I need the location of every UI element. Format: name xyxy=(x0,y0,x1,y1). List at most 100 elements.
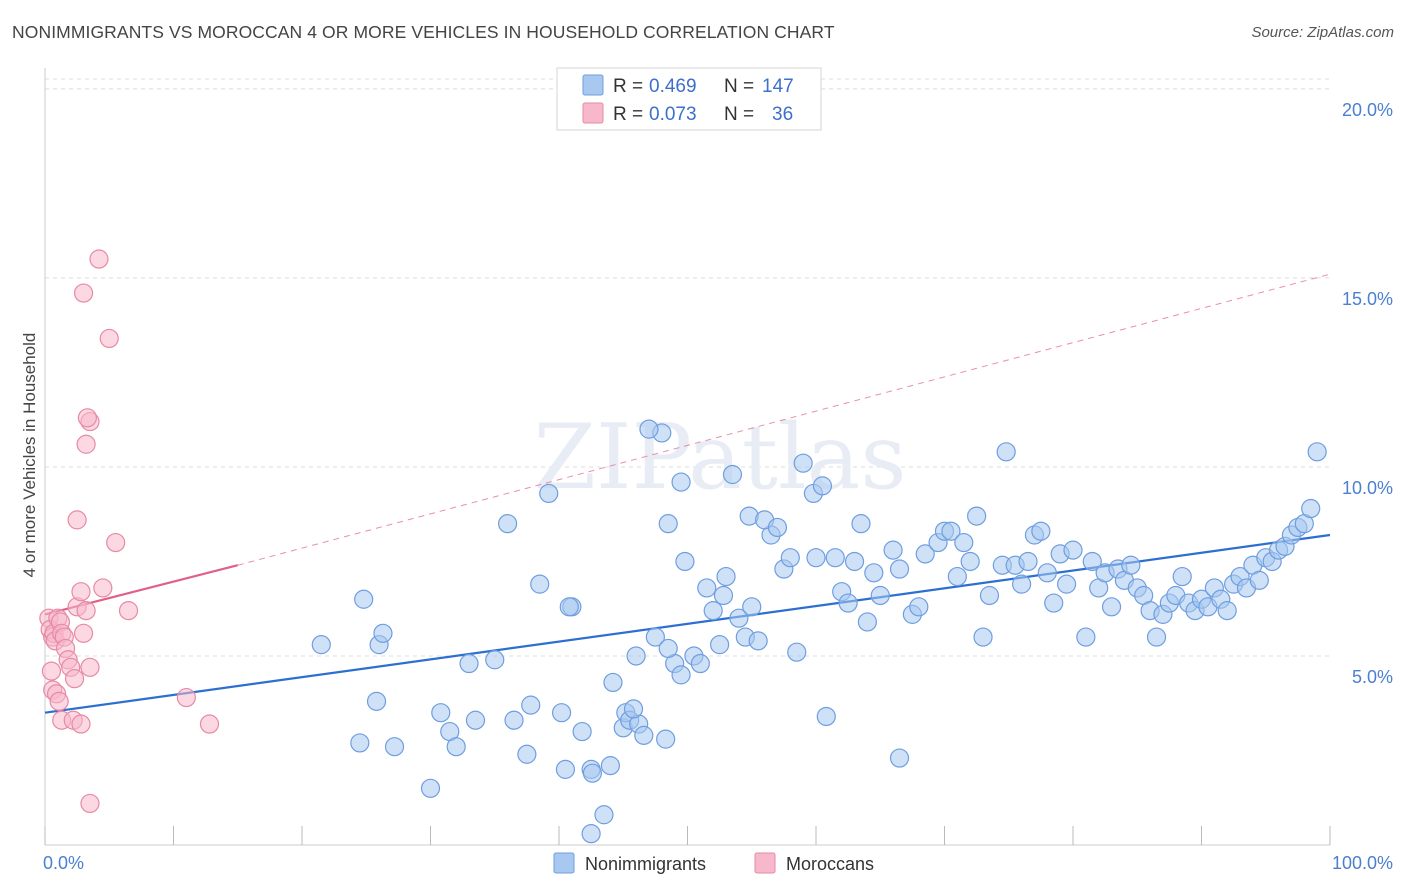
legend-swatch-nonimmigrants xyxy=(582,74,604,96)
nonimmigrant-point xyxy=(1217,601,1237,621)
nonimmigrant-point xyxy=(722,464,743,485)
nonimmigrant-point xyxy=(870,585,890,606)
legend-r-label: R = xyxy=(613,104,643,125)
legend-bottom: Nonimmigrants Moroccans xyxy=(553,852,874,874)
nonimmigrant-point xyxy=(1301,498,1321,519)
nonimmigrant-point xyxy=(581,824,601,844)
nonimmigrant-point xyxy=(656,729,676,749)
legend-n-label: N = xyxy=(724,76,754,97)
nonimmigrant-point xyxy=(960,551,980,572)
nonimmigrant-point xyxy=(459,653,479,674)
nonimmigrant-point xyxy=(1076,627,1096,647)
nonimmigrant-point xyxy=(1121,555,1141,575)
moroccan-point xyxy=(76,601,96,621)
nonimmigrant-point xyxy=(1249,570,1269,590)
nonimmigrant-point xyxy=(973,627,993,647)
nonimmigrant-point xyxy=(626,646,646,666)
nonimmigrant-point xyxy=(1018,551,1038,572)
nonimmigrant-point xyxy=(658,638,678,659)
moroccan-point xyxy=(99,328,119,349)
nonimmigrant-point xyxy=(967,506,987,526)
nonimmigrant-point xyxy=(748,631,768,651)
moroccan-point xyxy=(89,249,109,269)
y-tick-label: 20.0% xyxy=(1342,100,1393,120)
nonimmigrant-point xyxy=(384,737,405,757)
nonimmigrant-point xyxy=(639,419,659,439)
moroccan-point xyxy=(73,623,94,643)
nonimmigrant-point xyxy=(517,744,537,764)
nonimmigrant-point xyxy=(1101,597,1122,617)
nonimmigrant-point xyxy=(729,608,749,628)
y-tick-label: 15.0% xyxy=(1342,289,1393,309)
legend-n-value: 147 xyxy=(762,76,794,97)
chart-title: NONIMMIGRANTS VS MOROCCAN 4 OR MORE VEHI… xyxy=(12,22,835,42)
moroccan-point xyxy=(77,408,98,428)
nonimmigrant-point xyxy=(485,650,505,670)
nonimmigrant-point xyxy=(806,548,826,568)
nonimmigrant-point xyxy=(787,642,807,662)
nonimmigrant-point xyxy=(713,585,734,606)
nonimmigrant-point xyxy=(947,566,967,587)
legend-bottom-label-nonimmigrants: Nonimmigrants xyxy=(585,854,706,874)
nonimmigrant-point xyxy=(1063,540,1083,560)
nonimmigrant-point xyxy=(716,566,736,587)
nonimmigrant-point xyxy=(373,623,393,643)
nonimmigrant-point xyxy=(838,593,858,613)
nonimmigrant-point xyxy=(690,653,710,674)
moroccan-point xyxy=(71,714,91,734)
moroccan-point xyxy=(73,283,94,303)
nonimmigrant-point xyxy=(941,521,961,541)
nonimmigrant-point xyxy=(366,691,387,711)
nonimmigrant-point xyxy=(521,695,541,715)
moroccan-point xyxy=(176,687,196,708)
moroccan-point xyxy=(41,661,62,681)
nonimmigrant-point xyxy=(1037,563,1057,583)
legend-r-value: 0.073 xyxy=(649,104,697,125)
nonimmigrant-point xyxy=(1146,627,1167,647)
moroccan-point xyxy=(76,434,96,454)
nonimmigrant-point xyxy=(350,733,370,753)
nonimmigrant-point xyxy=(504,710,524,730)
watermark: ZIPatlas xyxy=(533,405,906,510)
nonimmigrant-point xyxy=(594,805,614,825)
moroccan-point xyxy=(80,793,100,814)
tick-labels: 5.0% 10.0% 15.0% 20.0% 0.0% 100.0% xyxy=(43,100,1393,873)
nonimmigrant-point xyxy=(645,627,665,647)
nonimmigrant-point xyxy=(555,759,576,779)
nonimmigrant-point xyxy=(864,563,884,583)
nonimmigrant-point xyxy=(825,548,845,568)
nonimmigrant-point xyxy=(812,476,833,496)
nonimmigrant-point xyxy=(979,585,1000,606)
nonimmigrant-point xyxy=(572,721,592,742)
nonimmigrant-point xyxy=(780,548,800,568)
x-tick-label-start: 0.0% xyxy=(43,853,84,873)
legend-n-value: 36 xyxy=(772,104,793,125)
nonimmigrant-point xyxy=(582,763,603,783)
nonimmigrant-point xyxy=(954,532,974,553)
nonimmigrant-point xyxy=(1031,521,1051,541)
axes xyxy=(44,68,1331,846)
legend-n-label: N = xyxy=(724,104,754,125)
legend-swatch-moroccans xyxy=(582,102,604,124)
nonimmigrant-point xyxy=(530,574,550,594)
moroccan-point xyxy=(71,582,91,602)
y-tick-label: 5.0% xyxy=(1352,667,1393,687)
nonimmigrant-point xyxy=(623,699,644,719)
nonimmigrant-point xyxy=(671,472,691,492)
nonimmigrant-point xyxy=(551,703,572,723)
nonimmigrant-point xyxy=(857,612,878,632)
nonimmigrant-point xyxy=(1307,442,1327,462)
nonimmigrant-point xyxy=(889,748,910,768)
legend-bottom-swatch-nonimmigrants xyxy=(553,852,575,874)
nonimmigrant-point xyxy=(909,597,929,617)
nonimmigrant-point xyxy=(311,635,331,655)
nonimmigrant-point xyxy=(658,514,678,534)
nonimmigrant-point xyxy=(600,756,621,776)
chart-source: Source: ZipAtlas.com xyxy=(1251,24,1394,41)
moroccan-point xyxy=(80,657,100,677)
nonimmigrant-point xyxy=(742,597,762,617)
y-axis-label: 4 or more Vehicles in Household xyxy=(20,333,39,578)
nonimmigrant-point xyxy=(559,597,579,617)
nonimmigrant-point xyxy=(889,559,910,579)
nonimmigrant-point xyxy=(671,665,691,685)
